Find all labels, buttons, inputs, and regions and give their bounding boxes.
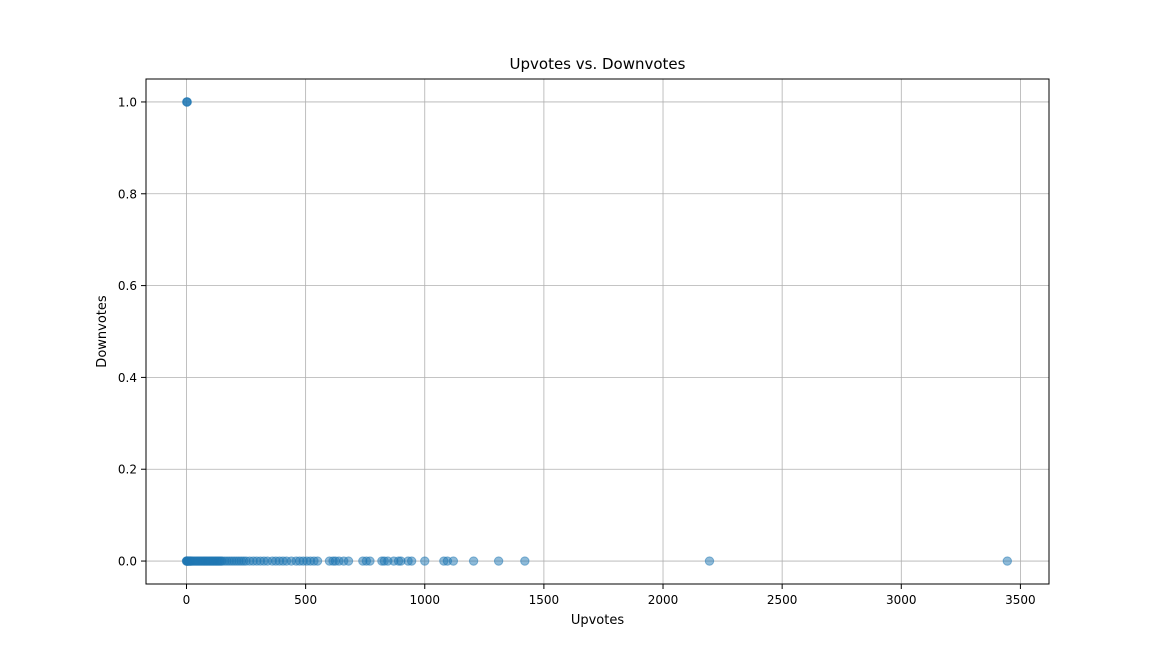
x-axis-ticks: 0 500 1000 1500 2000 2500 3000 3500: [183, 584, 1036, 607]
y-tick-label: 0.6: [118, 279, 137, 293]
data-point: [1002, 556, 1013, 566]
y-axis-label: Downvotes: [95, 295, 110, 368]
data-point: [448, 556, 459, 566]
x-tick-label: 500: [294, 593, 317, 607]
data-point: [182, 97, 192, 107]
plot-frame: [145, 78, 1050, 585]
data-point: [406, 556, 417, 566]
y-tick-label: 0.2: [118, 463, 137, 477]
y-axis-ticks: 0.0 0.2 0.4 0.6 0.8 1.0: [118, 95, 146, 569]
data-points: [181, 97, 1013, 566]
x-tick-label: 3500: [1005, 593, 1036, 607]
y-tick-label: 0.8: [118, 187, 137, 201]
data-point: [365, 556, 375, 566]
grid-lines: [146, 79, 1049, 584]
data-point: [493, 556, 504, 566]
data-point: [420, 556, 430, 566]
data-point: [468, 556, 479, 566]
y-tick-label: 1.0: [118, 95, 137, 109]
x-tick-label: 2500: [767, 593, 798, 607]
x-tick-label: 1500: [529, 593, 560, 607]
data-point: [704, 556, 715, 566]
x-tick-label: 3000: [886, 593, 917, 607]
x-tick-label: 2000: [648, 593, 679, 607]
y-tick-label: 0.4: [118, 371, 137, 385]
data-point: [520, 556, 530, 566]
data-point: [312, 556, 323, 566]
x-tick-label: 1000: [409, 593, 440, 607]
chart-title: Upvotes vs. Downvotes: [510, 55, 686, 73]
x-axis-label: Upvotes: [571, 613, 625, 628]
data-point: [343, 556, 354, 566]
x-tick-label: 0: [183, 593, 191, 607]
y-tick-label: 0.0: [118, 555, 137, 569]
